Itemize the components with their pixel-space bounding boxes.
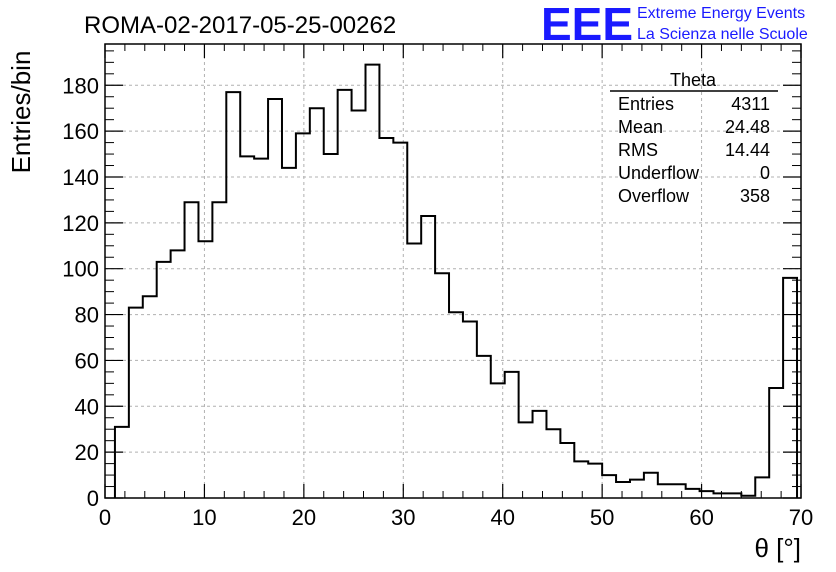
logo-line-1: Extreme Energy Events bbox=[637, 5, 805, 22]
y-tick-label: 80 bbox=[75, 303, 99, 328]
axis-ticks bbox=[104, 44, 802, 499]
y-axis-title: Entries/bin bbox=[6, 51, 36, 174]
x-tick-label: 70 bbox=[789, 505, 813, 530]
x-tick-label: 0 bbox=[99, 505, 111, 530]
stats-label-entries: Entries bbox=[618, 94, 674, 114]
y-tick-label: 180 bbox=[62, 73, 99, 98]
x-tick-label: 50 bbox=[590, 505, 614, 530]
x-tick-label: 10 bbox=[192, 505, 216, 530]
y-tick-label: 100 bbox=[62, 257, 99, 282]
stats-value-rms: 14.44 bbox=[725, 140, 770, 160]
eee-logo: EEE Extreme Energy Events La Scienza nel… bbox=[541, 0, 808, 50]
stats-label-rms: RMS bbox=[618, 140, 658, 160]
stats-label-underflow: Underflow bbox=[618, 163, 700, 183]
stats-value-overflow: 358 bbox=[740, 186, 770, 206]
y-tick-label: 20 bbox=[75, 440, 99, 465]
stats-value-mean: 24.48 bbox=[725, 117, 770, 137]
x-tick-labels: 0 10 20 30 40 50 60 70 bbox=[99, 505, 813, 530]
x-tick-label: 60 bbox=[689, 505, 713, 530]
stats-name: Theta bbox=[670, 70, 717, 90]
grid-lines bbox=[105, 44, 801, 498]
logo-line-2: La Scienza nelle Scuole bbox=[637, 26, 808, 43]
x-tick-label: 40 bbox=[490, 505, 514, 530]
y-tick-label: 140 bbox=[62, 165, 99, 190]
y-tick-label: 40 bbox=[75, 394, 99, 419]
stats-label-mean: Mean bbox=[618, 117, 663, 137]
stats-value-underflow: 0 bbox=[760, 163, 770, 183]
y-tick-label: 160 bbox=[62, 119, 99, 144]
eee-logo-mark: EEE bbox=[541, 0, 633, 50]
stats-box: Theta Entries 4311 Mean 24.48 RMS 14.44 … bbox=[610, 70, 778, 206]
stats-label-overflow: Overflow bbox=[618, 186, 690, 206]
run-title: ROMA-02-2017-05-25-00262 bbox=[84, 12, 396, 39]
y-tick-labels: 0 20 40 60 80 100 120 140 160 180 bbox=[62, 73, 99, 511]
y-tick-label: 0 bbox=[87, 486, 99, 511]
x-tick-label: 30 bbox=[391, 505, 415, 530]
x-tick-label: 20 bbox=[292, 505, 316, 530]
y-tick-label: 120 bbox=[62, 211, 99, 236]
histogram-outline bbox=[113, 63, 799, 498]
plot-frame bbox=[104, 43, 802, 499]
y-tick-label: 60 bbox=[75, 348, 99, 373]
stats-value-entries: 4311 bbox=[731, 94, 770, 114]
x-axis-title: θ [°] bbox=[754, 533, 801, 563]
